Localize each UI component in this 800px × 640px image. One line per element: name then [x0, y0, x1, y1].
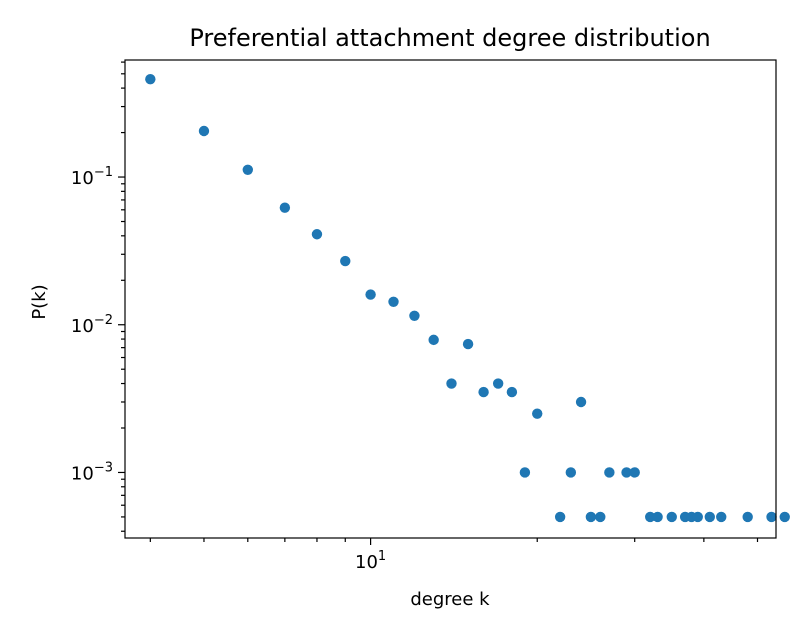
x-axis: 101 — [149, 538, 759, 573]
chart-title: Preferential attachment degree distribut… — [189, 24, 710, 52]
data-point-9 — [428, 334, 439, 346]
data-point-20 — [585, 511, 597, 523]
data-point-18 — [565, 467, 577, 478]
x-tick-label-0: 101 — [355, 549, 386, 573]
y-tick-label-2: 10−1 — [71, 165, 113, 189]
data-point-26 — [652, 511, 663, 523]
data-point-0 — [145, 73, 156, 85]
data-point-5 — [340, 255, 351, 267]
data-point-34 — [766, 511, 777, 523]
plot-area — [145, 73, 790, 523]
y-axis: 10−3 10−2 10−1 — [71, 61, 125, 532]
x-axis-label: degree k — [410, 589, 490, 610]
data-point-19 — [575, 396, 587, 408]
data-point-25 — [645, 511, 656, 523]
data-point-7 — [388, 296, 399, 308]
data-point-21 — [595, 511, 606, 523]
data-point-35 — [779, 511, 790, 523]
data-point-27 — [666, 511, 677, 523]
data-point-15 — [519, 467, 531, 478]
data-point-12 — [478, 386, 489, 398]
data-point-30 — [692, 511, 703, 523]
data-point-8 — [409, 310, 420, 321]
data-point-22 — [604, 467, 615, 478]
data-point-2 — [242, 164, 253, 175]
data-point-10 — [446, 378, 457, 389]
y-tick-label-0: 10−3 — [71, 460, 113, 484]
data-point-14 — [506, 386, 518, 398]
data-point-32 — [716, 511, 727, 523]
data-point-24 — [629, 467, 640, 478]
data-point-13 — [492, 378, 504, 389]
data-point-23 — [621, 467, 632, 478]
data-point-17 — [554, 511, 566, 523]
data-point-31 — [704, 511, 715, 523]
data-point-16 — [532, 408, 543, 419]
y-axis-label: P(k) — [29, 284, 50, 319]
data-point-1 — [198, 125, 210, 137]
data-point-6 — [365, 289, 376, 300]
y-tick-label-1: 10−2 — [71, 313, 113, 337]
data-point-33 — [742, 511, 753, 523]
data-point-11 — [462, 338, 474, 350]
data-point-3 — [279, 202, 291, 213]
data-point-4 — [311, 229, 323, 240]
axes-frame — [124, 59, 777, 539]
